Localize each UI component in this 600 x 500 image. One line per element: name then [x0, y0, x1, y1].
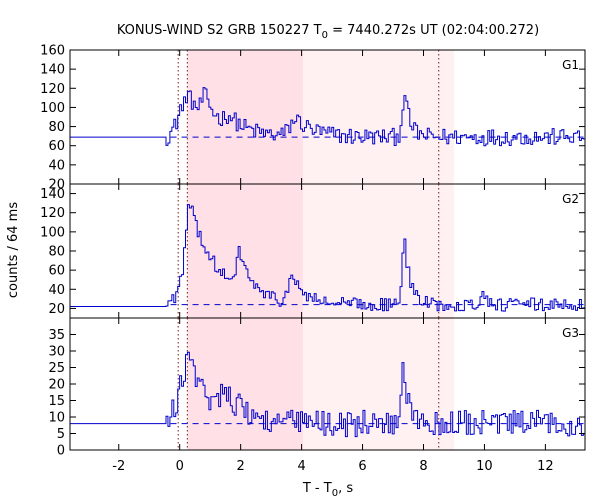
y-tick-label: 100 — [40, 101, 65, 116]
y-tick-label: 80 — [48, 245, 65, 260]
chart-title-prefix: KONUS-WIND S2 GRB 150227 T — [117, 23, 322, 38]
y-tick-label: 40 — [48, 283, 65, 298]
light-curve-g2 — [70, 204, 585, 312]
y-tick-label: 100 — [40, 225, 65, 240]
chart-title-suffix: = 7440.272s UT (02:04:00.272) — [328, 23, 539, 38]
y-tick-label: 60 — [48, 264, 65, 279]
panel-g2: 20 40 60 80 100 120 140 G2 — [40, 183, 586, 319]
y-tick-label: 140 — [40, 187, 65, 202]
x-axis-label-prefix: T - T — [302, 481, 332, 496]
x-axis: -2 0 2 4 6 8 10 12 — [112, 459, 553, 474]
shaded-region-1 — [187, 50, 304, 184]
x-axis-label-suffix: , s — [338, 481, 353, 496]
x-tick-label: 8 — [419, 459, 427, 474]
x-tick-label: 12 — [537, 459, 554, 474]
y-tick-label: 35 — [48, 328, 65, 343]
x-tick-label: 0 — [176, 459, 184, 474]
x-axis-label: T - T0, s — [302, 481, 353, 499]
y-tick-label: 15 — [48, 394, 65, 409]
y-tick-label: 20 — [48, 378, 65, 393]
y-tick-label: 80 — [48, 120, 65, 135]
y-tick-label: 60 — [48, 139, 65, 154]
y-tick-label: 140 — [40, 63, 65, 78]
chart-title: KONUS-WIND S2 GRB 150227 T0 = 7440.272s … — [117, 23, 539, 41]
panel-label-g3: G3 — [562, 326, 579, 340]
x-axis-label-subscript: 0 — [332, 488, 338, 499]
shaded-region-2 — [303, 50, 454, 184]
y-tick-label: 10 — [48, 411, 65, 426]
y-tick-label: 160 — [40, 44, 65, 59]
y-tick-label: 20 — [48, 302, 65, 317]
x-tick-label: 10 — [476, 459, 493, 474]
y-tick-label: 120 — [40, 206, 65, 221]
light-curve-g1 — [70, 87, 585, 147]
x-tick-label: 2 — [237, 459, 245, 474]
y-tick-label: 120 — [40, 82, 65, 97]
shaded-region-1 — [187, 318, 304, 450]
chart-title-subscript: 0 — [322, 30, 328, 41]
panel-g1: 20 40 60 80 100 120 140 160 G1 — [40, 44, 586, 193]
y-tick-label: 30 — [48, 345, 65, 360]
y-tick-label: 0 — [57, 444, 65, 459]
shaded-region-1 — [187, 184, 304, 318]
shaded-region-2 — [303, 184, 454, 318]
panel-label-g2: G2 — [562, 192, 579, 206]
y-tick-label: 20 — [48, 178, 65, 193]
light-curve-g3 — [70, 351, 585, 438]
x-tick-label: -2 — [112, 459, 125, 474]
y-axis-label: counts / 64 ms — [6, 202, 21, 298]
y-tick-label: 40 — [48, 158, 65, 173]
panel-label-g1: G1 — [562, 58, 579, 72]
x-tick-label: 6 — [358, 459, 366, 474]
y-tick-label: 5 — [57, 427, 65, 442]
y-tick-label: 25 — [48, 361, 65, 376]
x-tick-label: 4 — [297, 459, 305, 474]
